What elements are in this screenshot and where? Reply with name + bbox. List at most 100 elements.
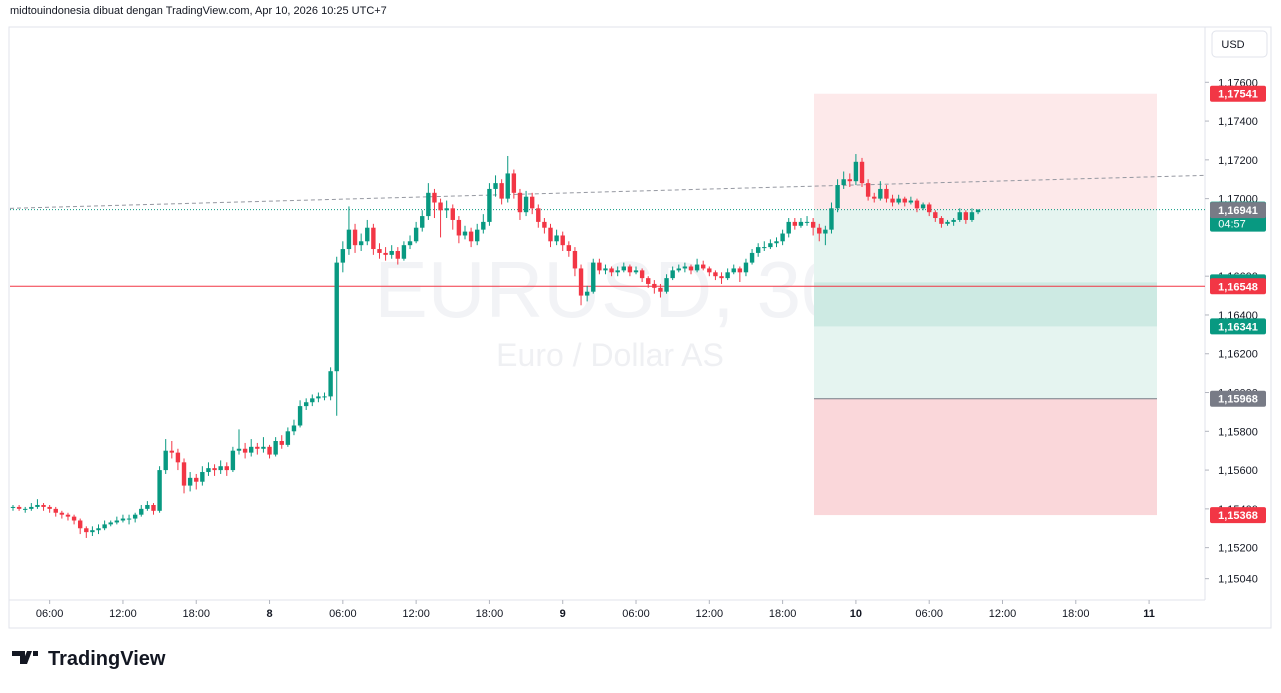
candle-body (249, 446, 254, 453)
candle-body (102, 524, 107, 529)
x-tick-label: 12:00 (696, 608, 724, 620)
candle-body (939, 218, 944, 224)
position-zone (814, 398, 1157, 516)
candle-body (59, 512, 65, 515)
candle-body (542, 221, 547, 228)
candle-body (688, 266, 694, 271)
candle-body (212, 468, 217, 471)
candle-body (560, 235, 565, 246)
candle-body (310, 398, 315, 403)
price-axis: 1,176001,174001,172001,170001,166001,164… (1205, 77, 1266, 586)
candle-body (884, 188, 889, 199)
price-tag-label: 1,16941 (1218, 205, 1258, 217)
candle-body (132, 514, 138, 519)
logo-mark (12, 651, 38, 664)
candle-body (340, 249, 346, 263)
y-tick-label: 1,15040 (1218, 574, 1258, 586)
candle-body (890, 198, 895, 203)
candle-body (713, 272, 718, 277)
candle-body (181, 462, 187, 486)
candle-body (835, 185, 840, 209)
candle-body (646, 278, 651, 284)
chart-frame (8, 26, 1272, 629)
x-tick-label: 18:00 (769, 608, 797, 620)
candle-body (316, 396, 321, 399)
candle-body (878, 188, 883, 199)
candle-body (493, 183, 498, 189)
candle-body (77, 520, 83, 529)
candle-body (84, 528, 89, 533)
candle-body (847, 179, 852, 182)
candle-body (633, 270, 639, 273)
candle-body (175, 452, 181, 463)
candle-body (432, 192, 437, 203)
candle-body (303, 402, 309, 407)
x-tick-label: 06:00 (915, 608, 943, 620)
price-tag (1210, 202, 1266, 219)
candle-body (951, 219, 956, 222)
candle-body (859, 161, 865, 184)
candle-body (853, 161, 859, 182)
candle-body (511, 173, 517, 193)
candle-body (462, 231, 468, 236)
x-tick-label: 18:00 (476, 608, 504, 620)
candle-body (334, 262, 339, 372)
y-tick-label: 1,15200 (1218, 543, 1258, 555)
candle-body (242, 448, 248, 453)
price-tag-label: 1,15368 (1218, 510, 1258, 522)
candle-body (621, 266, 626, 271)
countdown-label: 04:57 (1218, 219, 1246, 231)
candle-body (737, 268, 743, 273)
price-tag (1210, 390, 1266, 407)
candle-body (914, 200, 920, 209)
candle-body (371, 227, 376, 250)
candle-body (53, 508, 58, 513)
candle-body (395, 250, 401, 259)
candle-body (291, 425, 297, 432)
candle-body (16, 506, 22, 509)
candle-body (65, 514, 71, 517)
candle-body (426, 192, 431, 217)
candle-body (365, 227, 370, 242)
watermark-description: Euro / Dollar AS (496, 337, 724, 373)
candle-body (481, 221, 486, 230)
candle-body (450, 208, 455, 220)
candle-body (200, 472, 205, 482)
x-tick-label: 18:00 (1062, 608, 1090, 620)
candle-body (707, 268, 712, 273)
candle-body (523, 196, 529, 213)
candle-body (255, 446, 260, 449)
candle-body (401, 245, 407, 259)
position-zone (814, 282, 1157, 327)
candle-body (896, 198, 901, 203)
candle-body (468, 231, 474, 242)
currency-button[interactable] (1211, 30, 1268, 58)
candle-body (865, 183, 871, 197)
candle-body (377, 249, 382, 253)
x-tick-label: 10 (850, 608, 862, 620)
candle-body (798, 221, 804, 226)
price-tag (1210, 507, 1266, 524)
candle-body (413, 227, 419, 242)
candle-body (475, 229, 480, 242)
candle-body (969, 212, 975, 220)
candle-body (505, 173, 510, 199)
candle-body (352, 229, 358, 246)
candle-body (719, 276, 724, 279)
candle-body (755, 247, 761, 253)
candle-body (279, 441, 284, 445)
candle-body (444, 208, 449, 211)
candle-body (438, 202, 443, 211)
candle-body (664, 278, 669, 292)
candle-body (29, 506, 34, 509)
candle-body (163, 450, 168, 471)
candle-body (151, 504, 156, 511)
y-tick-label: 1,15600 (1218, 465, 1258, 477)
position-zone (814, 93, 1157, 210)
candle-body (957, 212, 962, 220)
candle-body (218, 466, 223, 471)
candle-body (23, 508, 28, 510)
x-tick-label: 06:00 (329, 608, 357, 620)
candle-body (548, 227, 553, 242)
price-tag (1210, 278, 1266, 295)
